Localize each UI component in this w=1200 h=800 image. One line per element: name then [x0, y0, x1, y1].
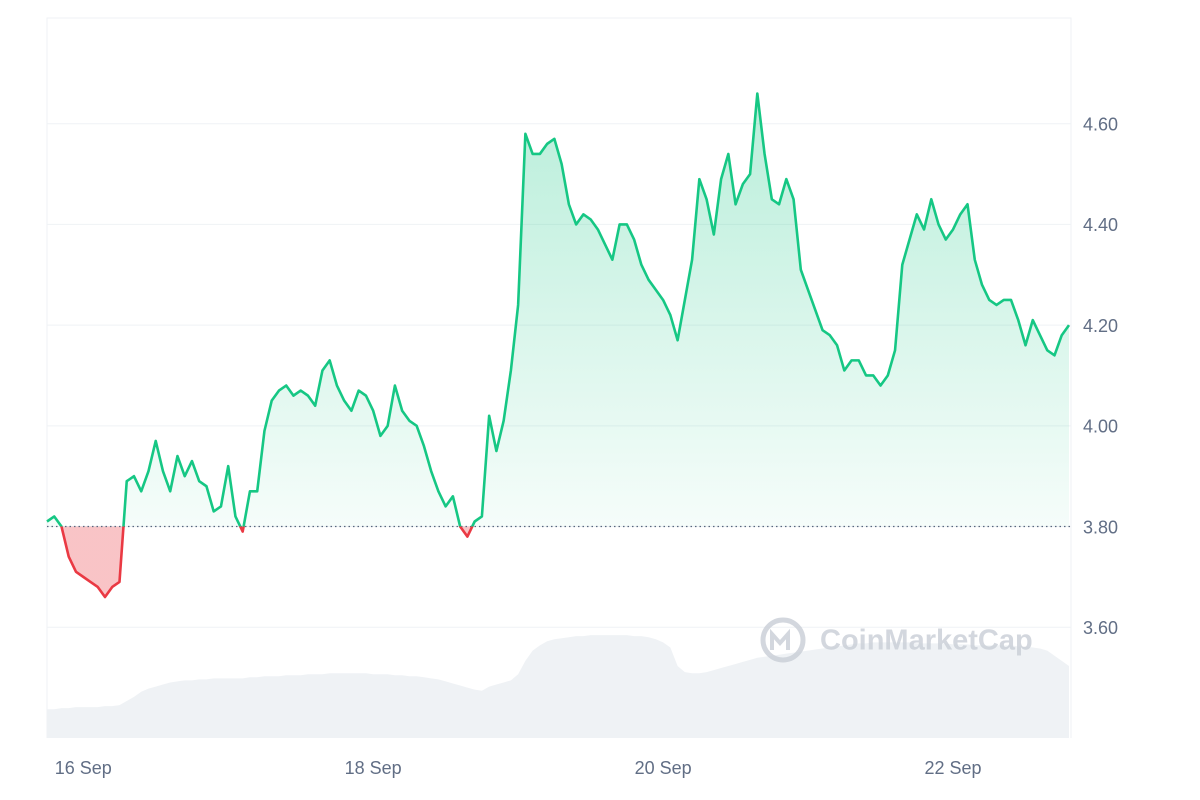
x-tick-label: 20 Sep [635, 758, 692, 778]
y-tick-label: 3.80 [1083, 517, 1118, 537]
volume-layer [47, 635, 1069, 738]
watermark: CoinMarketCap [760, 617, 1033, 663]
x-tick-label: 16 Sep [55, 758, 112, 778]
y-tick-label: 4.40 [1083, 215, 1118, 235]
price-area [47, 93, 1069, 598]
watermark-text: CoinMarketCap [820, 625, 1033, 657]
y-tick-label: 4.00 [1083, 417, 1118, 437]
price-line [46, 92, 1071, 599]
y-tick-label: 3.60 [1083, 618, 1118, 638]
plot-layer: 3.60 3.80 4.00 4.20 4.40 4.60 16 Sep 18 Sep 20 S… [46, 92, 1118, 778]
watermark-logo-mark [770, 628, 790, 650]
y-tick-label: 4.60 [1083, 114, 1118, 134]
watermark-logo [760, 617, 806, 663]
y-tick-label: 4.20 [1083, 316, 1118, 336]
plot-frame [46, 17, 1072, 738]
x-tick-label: 22 Sep [924, 758, 981, 778]
x-tick-label: 18 Sep [345, 758, 402, 778]
volume-area [47, 635, 1069, 738]
